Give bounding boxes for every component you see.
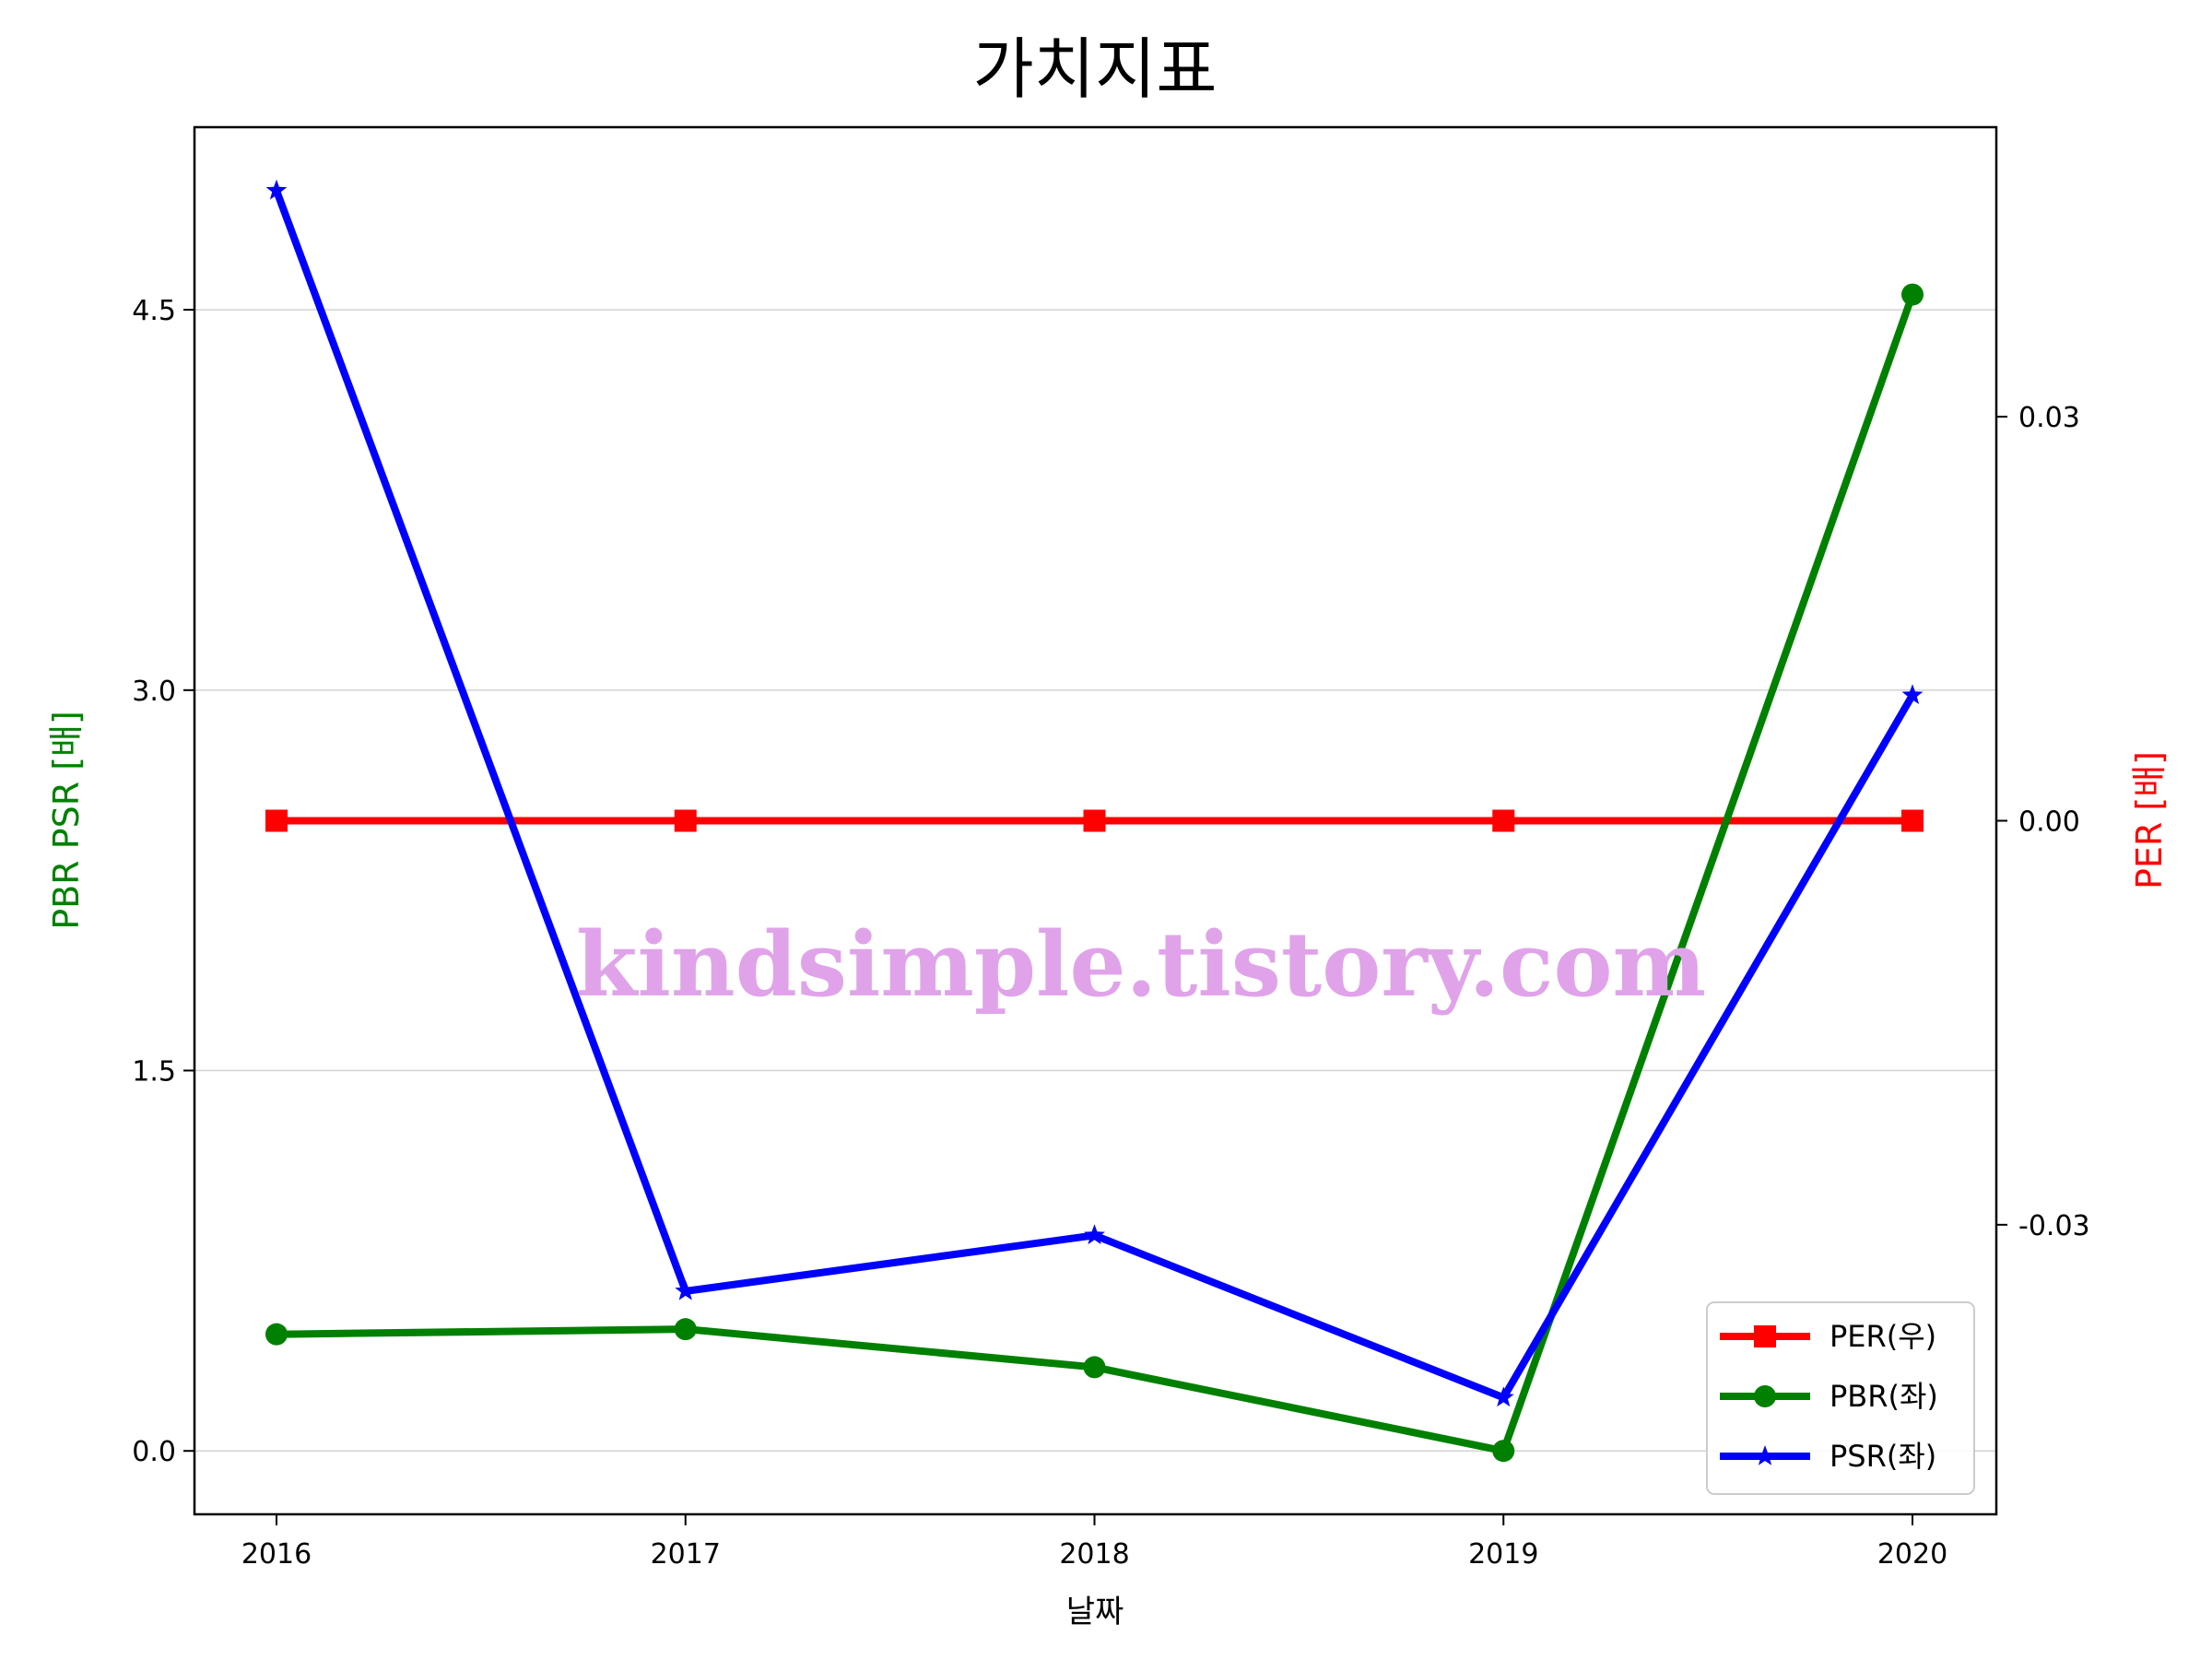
legend-item-per: PER(우): [1720, 1319, 1936, 1354]
legend-label-pbr: PBR(좌): [1830, 1379, 1938, 1414]
legend-marker-psr: [1754, 1445, 1776, 1465]
data-point-per: [265, 809, 288, 832]
watermark-text: kindsimple.tistory.com: [576, 912, 1706, 1017]
chart-title: 가치지표: [973, 30, 1218, 108]
data-point-per: [1901, 809, 1924, 832]
x-axis-title: 날짜: [1066, 1594, 1124, 1630]
left-tick-label: 1.5: [132, 1056, 176, 1088]
left-axis-title: PBR PSR [배]: [46, 711, 87, 930]
left-tick-label: 3.0: [132, 676, 176, 708]
data-point-pbr: [1083, 1356, 1106, 1379]
grid-lines: [194, 309, 1996, 1452]
data-point-psr: [1492, 1386, 1514, 1407]
right-axis-title: PER [배]: [2129, 751, 2170, 889]
legend-marker-per: [1754, 1325, 1776, 1347]
left-tick-label: 0.0: [132, 1436, 176, 1468]
legend-item-pbr: PBR(좌): [1720, 1379, 1938, 1414]
series-per: [265, 809, 1924, 832]
data-point-per: [1492, 809, 1515, 832]
series-layer: [265, 179, 1924, 1463]
data-point-per: [1083, 809, 1106, 832]
data-point-per: [674, 809, 697, 832]
data-point-pbr: [674, 1318, 697, 1341]
x-tick-label: 2020: [1877, 1538, 1947, 1571]
legend-box: [1706, 1301, 1975, 1495]
ticks: 0.0 1.5 3.0 4.5 -0.03 0.00 0.03 2016 2017 2018 201…: [132, 295, 2089, 1571]
x-tick-label: 2018: [1059, 1538, 1129, 1571]
right-tick-label: 0.03: [2018, 402, 2080, 434]
right-tick-label: 0.00: [2018, 806, 2080, 839]
data-point-pbr: [265, 1323, 288, 1346]
x-tick-label: 2016: [241, 1538, 312, 1571]
series-pbr: [265, 283, 1924, 1463]
legend-marker-pbr: [1754, 1385, 1776, 1407]
right-tick-label: -0.03: [2018, 1210, 2090, 1242]
series-psr: [265, 179, 1924, 1407]
x-tick-label: 2017: [651, 1538, 721, 1571]
left-tick-label: 4.5: [132, 295, 176, 327]
legend-item-psr: PSR(좌): [1720, 1439, 1936, 1474]
data-point-psr: [675, 1279, 697, 1300]
legend: PER(우) PBR(좌) PSR(좌): [1706, 1301, 1975, 1495]
data-point-psr: [265, 179, 288, 200]
x-tick-label: 2019: [1468, 1538, 1538, 1571]
legend-label-per: PER(우): [1830, 1319, 1936, 1354]
data-point-pbr: [1492, 1440, 1515, 1463]
data-point-psr: [1084, 1224, 1105, 1245]
data-point-pbr: [1901, 283, 1924, 306]
legend-label-psr: PSR(좌): [1830, 1439, 1936, 1474]
data-point-psr: [1901, 684, 1924, 704]
